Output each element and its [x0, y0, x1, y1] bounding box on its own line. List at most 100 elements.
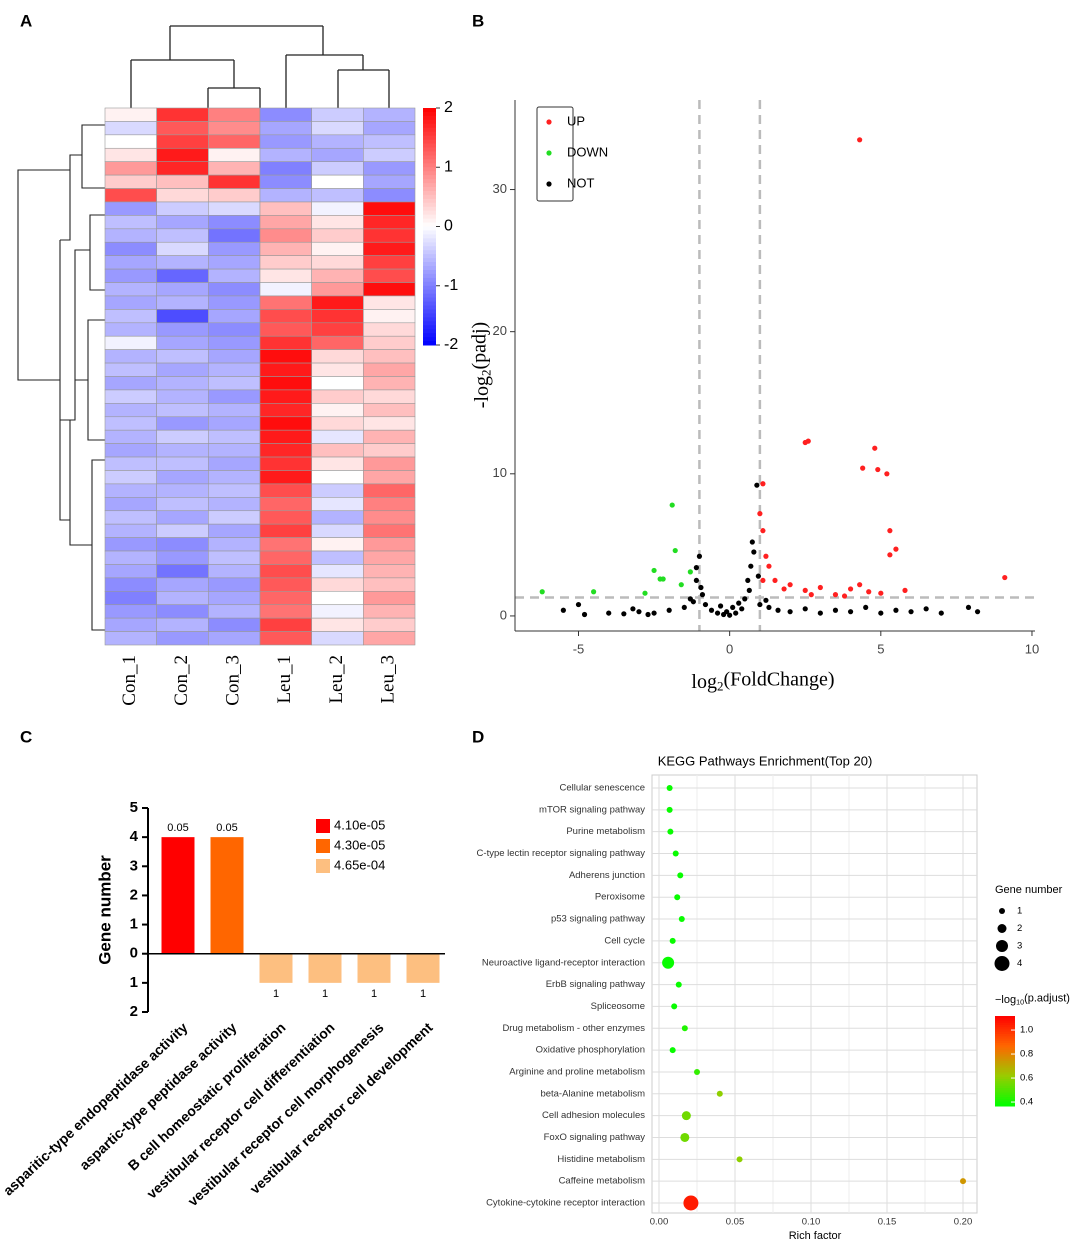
point [817, 610, 823, 616]
y-tick-label: 0 [500, 607, 507, 622]
heat-cell [363, 497, 416, 512]
colorbar-step [423, 309, 436, 314]
legend-swatch [546, 150, 552, 156]
x-axis-label-part: 2 [717, 679, 724, 694]
heat-cell [208, 577, 261, 592]
heat-cell [363, 147, 416, 162]
heat-cell [156, 174, 209, 189]
heat-cell [104, 510, 157, 525]
heat-cell [104, 335, 157, 350]
colorbar-step [995, 1101, 1015, 1105]
dot [662, 956, 675, 969]
heat-cell [104, 228, 157, 243]
heat-cell [104, 537, 157, 552]
colorbar-label: 0 [444, 218, 453, 235]
point [875, 466, 881, 473]
size-legend-dot [994, 956, 1010, 971]
heat-cell [363, 215, 416, 230]
heat-cell [311, 241, 364, 256]
heat-cell [363, 255, 416, 270]
size-legend-label: 2 [1017, 923, 1022, 934]
y-tick-label: Drug metabolism - other enzymes [502, 1023, 645, 1034]
dot [671, 1003, 678, 1010]
heat-cell [259, 228, 312, 243]
heat-cell [311, 161, 364, 176]
bar [259, 953, 293, 983]
panel-label: C [20, 727, 32, 746]
colorbar-step [423, 289, 436, 295]
colorbar-step [995, 1029, 1015, 1033]
heat-cell [363, 537, 416, 552]
heat-cell [259, 456, 312, 471]
bar-label: 1 [420, 988, 426, 1000]
heat-cell [104, 376, 157, 391]
heat-cell [156, 161, 209, 176]
x-axis-label-part: (FoldChange) [723, 668, 834, 690]
x-tick-label: 0.05 [726, 1217, 745, 1228]
heat-cell [363, 376, 416, 391]
heat-cell [208, 389, 261, 404]
colorbar-step [995, 1036, 1015, 1039]
legend-label: DOWN [567, 144, 608, 159]
size-legend-dot [997, 924, 1007, 933]
heat-cell [259, 483, 312, 498]
point [766, 604, 772, 611]
heat-cell [156, 362, 209, 377]
heat-cell [156, 268, 209, 283]
point [702, 601, 709, 608]
dot [672, 850, 679, 857]
heat-cell [363, 470, 416, 485]
heat-cell [104, 282, 157, 297]
colorbar-step [423, 214, 436, 220]
heat-cell [259, 604, 312, 619]
heat-cell [311, 550, 364, 565]
colorbar-step [423, 115, 436, 121]
heat-cell [208, 255, 261, 270]
x-axis-label: Rich factor [789, 1230, 842, 1242]
heat-cell [156, 429, 209, 444]
colorbar-step [423, 206, 436, 212]
point [902, 587, 908, 593]
colorbar-step [423, 187, 436, 192]
heat-cell [208, 403, 261, 418]
heat-cell [363, 121, 416, 136]
heat-cell [104, 456, 157, 471]
colorbar-step [995, 1067, 1015, 1071]
colorbar-step [423, 238, 436, 243]
colorbar-step [423, 139, 436, 145]
heat-cell [208, 147, 261, 162]
colorbar-step [423, 210, 436, 216]
heat-cell [156, 215, 209, 230]
point [857, 582, 863, 588]
colorbar-step [423, 273, 436, 279]
legend-label: 4.10e-05 [334, 817, 385, 832]
heat-cell [208, 335, 261, 350]
point [802, 606, 808, 612]
colorbar-step [995, 1052, 1015, 1055]
heat-cell [311, 282, 364, 297]
y-tick-label: 1 [130, 916, 138, 933]
point [887, 552, 893, 558]
colorbar-step [423, 111, 436, 117]
point [754, 482, 760, 488]
point [755, 573, 761, 579]
heat-cell [311, 483, 364, 498]
heat-cell [208, 309, 261, 324]
point [693, 565, 699, 571]
heat-cell [208, 483, 261, 498]
heat-cell [363, 107, 416, 122]
heat-cell [363, 564, 416, 579]
heat-cell [156, 416, 209, 431]
heat-cell [104, 483, 157, 498]
heat-cell [104, 550, 157, 565]
heat-cell [311, 228, 364, 243]
legend-label: UP [567, 113, 585, 128]
heat-cell [311, 335, 364, 350]
point [666, 607, 672, 613]
heat-cell [311, 403, 364, 418]
point [751, 549, 757, 555]
heat-cell [363, 335, 416, 350]
y-axis-label: -log2(padj) [468, 322, 493, 408]
heat-cell [259, 241, 312, 256]
heat-cell [311, 590, 364, 606]
